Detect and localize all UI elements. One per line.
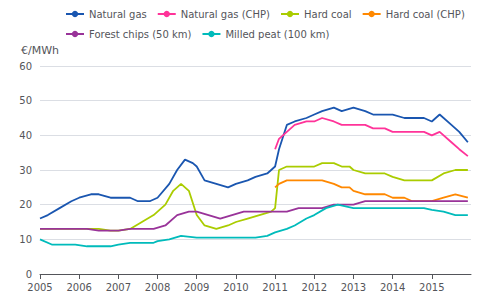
svg-text:30: 30 — [19, 165, 32, 176]
svg-text:2010: 2010 — [223, 282, 248, 293]
svg-text:Milled peat (100 km): Milled peat (100 km) — [225, 29, 329, 40]
svg-text:Forest chips (50 km): Forest chips (50 km) — [89, 29, 192, 40]
svg-text:Natural gas (CHP): Natural gas (CHP) — [181, 9, 270, 20]
svg-text:2011: 2011 — [262, 282, 287, 293]
svg-text:2013: 2013 — [341, 282, 366, 293]
svg-text:2012: 2012 — [302, 282, 327, 293]
svg-text:2006: 2006 — [66, 282, 91, 293]
svg-text:2014: 2014 — [380, 282, 405, 293]
svg-text:40: 40 — [19, 130, 32, 141]
svg-text:2005: 2005 — [27, 282, 52, 293]
svg-text:2007: 2007 — [106, 282, 131, 293]
svg-text:€/MWh: €/MWh — [21, 44, 59, 57]
svg-text:2009: 2009 — [184, 282, 209, 293]
svg-text:Natural gas: Natural gas — [89, 9, 147, 20]
svg-text:0: 0 — [26, 269, 32, 280]
svg-text:Hard coal (CHP): Hard coal (CHP) — [386, 9, 465, 20]
svg-text:Hard coal: Hard coal — [304, 9, 352, 20]
svg-text:10: 10 — [19, 234, 32, 245]
svg-text:50: 50 — [19, 95, 32, 106]
svg-text:60: 60 — [19, 61, 32, 72]
svg-text:2015: 2015 — [419, 282, 444, 293]
svg-text:2008: 2008 — [145, 282, 170, 293]
svg-text:20: 20 — [19, 199, 32, 210]
